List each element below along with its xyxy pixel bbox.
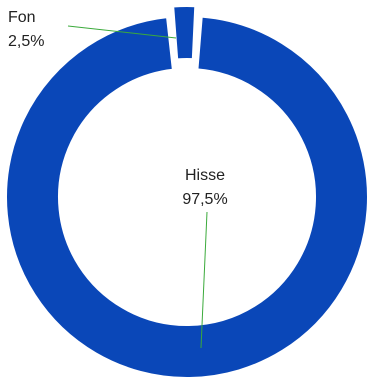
leader-lines (67, 25, 208, 349)
label-fon-value: 2,5% (8, 33, 44, 50)
leader-line-fon (67, 25, 177, 39)
label-hisse-value: 97,5% (182, 191, 227, 208)
donut-slices (5, 5, 369, 379)
label-fon-name: Fon (8, 9, 36, 26)
slice-hisse (5, 15, 369, 379)
leader-line-hisse (200, 211, 208, 349)
label-hisse-name: Hisse (185, 167, 225, 184)
slice-fon (172, 5, 197, 61)
